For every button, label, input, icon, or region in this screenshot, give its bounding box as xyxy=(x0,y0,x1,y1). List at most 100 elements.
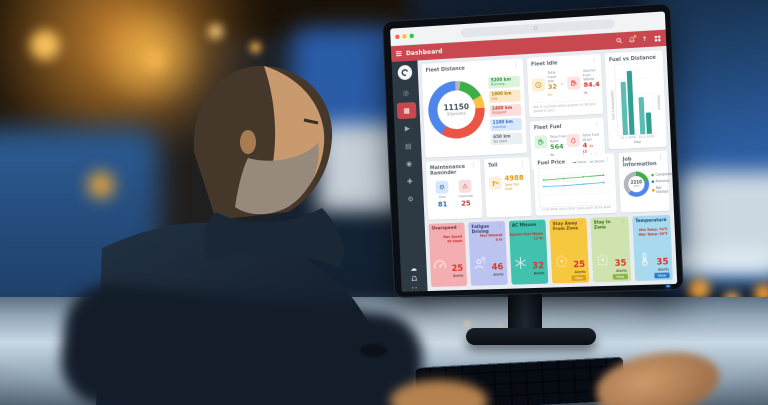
bar-group xyxy=(620,64,635,136)
fuel-drain-icon xyxy=(566,133,581,148)
more-icon[interactable]: ⋮ xyxy=(594,120,600,128)
legend-value: 900 xyxy=(674,178,678,183)
thermometer-icon xyxy=(636,251,652,269)
fuel-vs-distance-bar-chart xyxy=(614,62,658,136)
alert-card-temperature[interactable]: Temperature ⋮ Min Temp: 74°F Max Temp: 95°F… xyxy=(632,214,673,282)
more-icon[interactable]: ⋮ xyxy=(538,221,543,227)
alert-card-stay-away-from-zone[interactable]: Stay Away From Zone ⋮ 25 Alerts View xyxy=(549,217,590,284)
more-icon[interactable]: ⋮ xyxy=(604,155,611,163)
view-button[interactable]: View xyxy=(612,273,628,280)
notifications-icon[interactable] xyxy=(628,34,637,44)
job-legend-row: Completed 460 xyxy=(651,172,677,177)
distance-chip: 1800 km Idle xyxy=(488,89,521,103)
metric-value: 84.4 ltr xyxy=(583,80,600,96)
maintenance-item: ⚙ Due 81 xyxy=(435,180,449,209)
more-icon[interactable]: ⋮ xyxy=(513,61,520,68)
zone-icon xyxy=(595,252,611,270)
fuel-waste-icon xyxy=(567,76,581,91)
fleet-distance-donut-chart: 11150 Kilometre xyxy=(427,79,486,140)
alert-count-label: Alerts xyxy=(615,268,628,274)
legend-item: Petrol xyxy=(572,160,587,165)
card-title: Fuel Price xyxy=(537,159,566,167)
distance-chip: 2400 km Stopped xyxy=(489,103,522,118)
sidebar-item-dashboard[interactable]: ▦ xyxy=(396,102,417,120)
alert-count-label: Alerts xyxy=(574,269,586,275)
chevron-icon: » xyxy=(560,80,565,88)
maintenance-item: ⚠ Overdue 25 xyxy=(458,179,474,208)
legend-label: Completed xyxy=(655,171,674,177)
toll-label: Total Toll Cost xyxy=(504,182,520,191)
driver-icon xyxy=(472,257,487,274)
more-icon[interactable]: ⋮ xyxy=(579,220,584,226)
legend-value: 460 xyxy=(674,171,678,176)
line-x-label: 17-01-2024 xyxy=(541,208,558,212)
more-icon[interactable]: ⋮ xyxy=(591,56,597,64)
more-icon[interactable]: ⋮ xyxy=(497,223,503,229)
search-icon[interactable] xyxy=(615,37,622,44)
maximize-window-button[interactable] xyxy=(409,33,414,39)
alert-card-fatigue-driving[interactable]: Fatigue Driving ⋮ Max Allowed 8 hr 46 Alerts xyxy=(468,221,508,286)
more-icon[interactable]: ⋮ xyxy=(519,159,526,167)
fuel-price-card: Fuel Price Petrol Diesel ⋮ 17-01-2024 18-0… xyxy=(533,153,617,216)
sidebar-item-vehicles[interactable]: ▶ xyxy=(404,124,411,133)
more-icon[interactable]: ⋮ xyxy=(470,161,477,169)
metric-value: 32 hr xyxy=(547,82,558,98)
view-button[interactable]: View xyxy=(654,272,670,279)
menu-icon[interactable] xyxy=(395,51,402,57)
monitor-screen: Dashboard ? xyxy=(390,11,678,292)
power-led xyxy=(666,285,671,288)
cloud-icon[interactable]: ☁ xyxy=(410,264,418,273)
more-icon[interactable]: ⋮ xyxy=(662,216,668,223)
distance-chip: 650 km No Data xyxy=(490,132,523,146)
view-button[interactable]: View xyxy=(571,274,587,281)
alert-info: Max Allowed 8 hr xyxy=(480,233,503,242)
maintenance-reminder-card: Maintenance Reminder ⋮ ⚙ Due 81 ⚠ Overdue 25 xyxy=(425,159,483,220)
bar xyxy=(638,96,646,135)
alert-count: 25 xyxy=(451,263,464,274)
alert-title: Overspeed xyxy=(431,225,457,232)
mouse[interactable] xyxy=(360,344,387,357)
line-x-label: 19-01-2024 xyxy=(576,206,593,211)
help-icon[interactable]: ? xyxy=(642,36,647,42)
sidebar-item-reports[interactable]: ▤ xyxy=(404,141,412,151)
fuel-refill-icon xyxy=(534,135,548,149)
alert-count-label: Alerts xyxy=(657,267,669,272)
sidebar-item-maintenance[interactable]: ✚ xyxy=(406,177,413,186)
sidebar-item-settings[interactable]: ⚙ xyxy=(407,195,414,204)
legend-value: 850 xyxy=(675,187,677,191)
maintenance-label: Overdue xyxy=(458,193,473,199)
notification-badge xyxy=(633,34,637,38)
alert-title: Stay In Zone xyxy=(593,219,611,231)
monitor-stand-base xyxy=(466,328,596,345)
job-legend-row: Not Started 850 xyxy=(651,185,677,194)
more-icon[interactable]: ⋮ xyxy=(457,224,462,230)
job-donut-chart: 2210 Jobs xyxy=(623,170,650,198)
apps-grid-icon[interactable] xyxy=(654,35,661,43)
alert-card-ac-misuse[interactable]: AC Misuse ⋮ Approx Fuel Waste 12 ltr 32 Alert… xyxy=(508,219,549,285)
minimize-window-button[interactable] xyxy=(402,34,407,39)
alerts-row: Overspeed ⋮ Max Speed 95 kmph 25 Alerts Fatigu… xyxy=(428,214,673,288)
card-title: Fleet Idle xyxy=(530,60,558,68)
more-icon[interactable]: ⋮ xyxy=(652,52,659,60)
legend-dot xyxy=(651,173,654,177)
zone-icon xyxy=(553,254,569,272)
alert-card-overspeed[interactable]: Overspeed ⋮ Max Speed 95 kmph 25 Alerts xyxy=(428,222,468,288)
alert-card-stay-in-zone[interactable]: Stay In Zone ⋮ 35 Alerts View xyxy=(590,216,631,283)
x-axis-label: Day xyxy=(633,139,642,145)
close-window-button[interactable] xyxy=(395,34,400,40)
snowflake-icon xyxy=(513,255,529,272)
more-icon[interactable]: ⋮ xyxy=(657,153,664,161)
sidebar-item-tracking[interactable]: ◎ xyxy=(402,88,409,98)
pager-dots xyxy=(412,286,417,289)
sidebar-items: ◎ ▦ ▶ ▤ ◉ ✚ ⚙ xyxy=(396,84,421,207)
speedometer-icon xyxy=(432,258,447,275)
support-bell-icon[interactable] xyxy=(411,276,418,285)
alert-count-label: Alerts xyxy=(452,273,464,278)
metric-label: Total Fleet Idle xyxy=(547,69,557,84)
page-title: Dashboard xyxy=(405,47,443,57)
distance-chip: 1100 km Inactive xyxy=(490,118,523,132)
more-icon[interactable]: ⋮ xyxy=(620,218,626,224)
legend-dot xyxy=(651,188,655,192)
sidebar-item-jobs[interactable]: ◉ xyxy=(405,159,413,168)
